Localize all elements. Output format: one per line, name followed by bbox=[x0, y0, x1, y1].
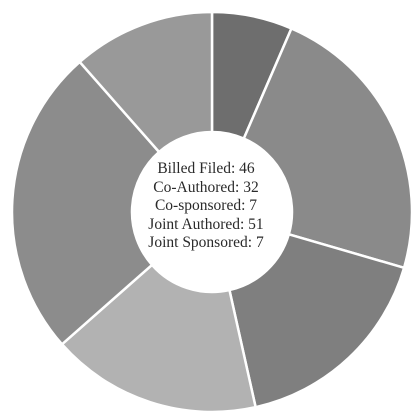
center-label-co-authored: Co-Authored: 32 bbox=[153, 178, 259, 196]
center-summary: Billed Filed: 46 Co-Authored: 32 Co-spon… bbox=[106, 160, 306, 253]
donut-slice-2 bbox=[242, 26, 412, 270]
center-label-co-sponsored: Co-sponsored: 7 bbox=[154, 197, 258, 214]
center-label-joint-authored: Joint Authored: 51 bbox=[148, 215, 264, 233]
center-label-billed-filed: Billed Filed: 46 bbox=[157, 160, 255, 177]
donut-slice-5 bbox=[10, 60, 161, 347]
center-label-joint-sponsored: Joint Sponsored: 7 bbox=[148, 234, 264, 251]
donut-slice-3 bbox=[227, 232, 406, 409]
donut-slice-6 bbox=[77, 10, 214, 154]
